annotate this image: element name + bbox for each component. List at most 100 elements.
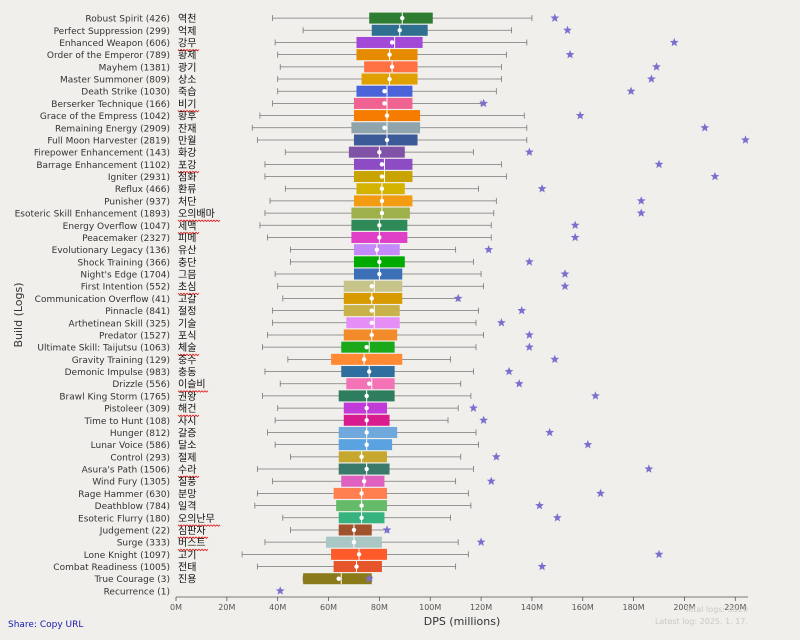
top-score-star xyxy=(550,354,560,364)
top-score-star xyxy=(524,330,534,339)
category-label-kr: 중수 xyxy=(178,354,196,366)
category-label-en: Master Summoner (809) xyxy=(60,76,170,86)
x-tick-label: 220M xyxy=(724,603,746,612)
category-label-kr: 질풍 xyxy=(178,476,196,488)
iqr-box xyxy=(356,49,418,61)
top-score-star xyxy=(469,403,478,412)
category-label-kr: 상소 xyxy=(178,74,196,86)
spellcheck-underline xyxy=(177,170,200,174)
category-label-kr: 억제 xyxy=(178,25,196,37)
mean-dot xyxy=(377,223,382,228)
top-score-star xyxy=(484,245,494,254)
mean-dot xyxy=(369,332,374,338)
top-score-star xyxy=(647,74,656,83)
total-logs-text: Total logs: 3520 xyxy=(684,605,748,614)
category-label-en: Surge (333) xyxy=(117,539,170,549)
mean-dot xyxy=(369,296,374,301)
top-score-star xyxy=(545,427,555,437)
mean-dot xyxy=(379,162,385,167)
share-copy-url-link[interactable]: Share: Copy URL xyxy=(8,620,84,630)
mean-dot xyxy=(369,320,374,325)
top-score-star xyxy=(563,25,572,34)
category-label-kr: 권왕 xyxy=(178,391,196,403)
spellcheck-underline xyxy=(177,414,200,418)
category-label-en: Asura's Path (1506) xyxy=(82,466,170,476)
category-label-en: Esoteric Skill Enhancement (1893) xyxy=(15,210,170,220)
top-score-star xyxy=(491,452,501,461)
mean-dot xyxy=(397,28,402,33)
x-axis-title: DPS (millions) xyxy=(424,615,501,628)
category-label-kr: 체술 xyxy=(178,342,196,354)
category-label-en: Demonic Impulse (983) xyxy=(65,368,170,378)
marks-layer xyxy=(275,13,750,595)
category-label-en: Night's Edge (1704) xyxy=(80,271,170,281)
category-label-en: Pinnacle (841) xyxy=(105,307,170,317)
top-score-star xyxy=(550,13,560,22)
top-score-star xyxy=(552,513,562,522)
top-score-star xyxy=(591,391,600,400)
mean-dot xyxy=(377,259,382,265)
spellcheck-underline xyxy=(177,536,209,540)
mean-dot xyxy=(374,247,380,252)
top-score-star xyxy=(364,574,374,583)
category-label-kr: 비기 xyxy=(178,98,196,110)
mean-dot xyxy=(359,503,364,508)
mean-dot xyxy=(379,198,385,204)
mean-dot xyxy=(367,381,372,386)
category-label-kr: 고갈 xyxy=(178,292,196,305)
category-label-en: Brawl King Storm (1765) xyxy=(59,392,170,402)
category-label-en: Evolutionary Legacy (136) xyxy=(52,246,170,256)
mean-dot xyxy=(351,527,357,533)
top-score-star xyxy=(524,342,534,351)
category-label-kr: 역천 xyxy=(178,13,196,25)
mean-dot xyxy=(359,515,364,520)
category-label-kr: 고기 xyxy=(178,549,196,561)
category-label-kr: 화강 xyxy=(178,147,196,159)
top-score-star xyxy=(524,257,534,266)
x-tick-label: 200M xyxy=(673,603,695,612)
x-tick-label: 140M xyxy=(521,603,543,612)
iqr-box xyxy=(356,36,423,48)
x-tick-label: 100M xyxy=(419,603,441,612)
spellcheck-underline xyxy=(177,231,200,235)
x-tick-label: 60M xyxy=(320,603,337,612)
top-score-star xyxy=(669,37,679,47)
category-label-kr: 충동 xyxy=(178,367,196,379)
x-tick-label: 0M xyxy=(170,603,182,612)
mean-dot xyxy=(369,308,374,313)
mean-dot xyxy=(377,149,382,155)
category-label-en: Grace of the Empress (1042) xyxy=(40,112,170,122)
top-score-star xyxy=(644,464,654,473)
top-score-star xyxy=(453,293,463,303)
category-label-en: Wind Fury (1305) xyxy=(92,478,170,488)
category-label-kr: 기술 xyxy=(178,318,196,330)
top-score-star xyxy=(479,98,488,108)
category-label-en: Esoteric Flurry (180) xyxy=(78,514,170,524)
category-label-en: Peacemaker (2327) xyxy=(82,234,170,244)
category-label-en: Reflux (466) xyxy=(115,185,170,195)
category-labels-layer: Robust Spirit (426) 역천 Perfect Suppression… xyxy=(15,13,221,597)
category-label-kr: 만월 xyxy=(178,135,196,147)
mean-dot xyxy=(384,113,390,118)
category-label-kr: 피메 xyxy=(178,232,196,244)
top-score-star xyxy=(479,415,488,424)
category-label-kr: 절정 xyxy=(178,305,196,318)
spellcheck-underline xyxy=(177,48,200,52)
category-label-kr: 포식 xyxy=(178,330,196,342)
top-score-star xyxy=(570,220,580,229)
category-label-en: Drizzle (556) xyxy=(112,380,170,390)
spellcheck-underline xyxy=(177,109,200,113)
mean-dot xyxy=(379,186,385,191)
category-label-en: Deathblow (784) xyxy=(95,502,170,512)
mean-dot xyxy=(377,235,382,240)
top-score-star xyxy=(654,159,664,169)
category-label-en: Judgement (22) xyxy=(99,526,170,536)
mean-dot xyxy=(364,405,369,411)
category-label-kr: 이슬비 xyxy=(178,379,206,391)
category-label-kr: 전태 xyxy=(178,562,196,574)
top-score-star xyxy=(517,305,527,315)
spellcheck-underline xyxy=(177,292,200,296)
top-score-star xyxy=(504,366,514,376)
category-label-en: Recurrence (1) xyxy=(104,587,170,597)
